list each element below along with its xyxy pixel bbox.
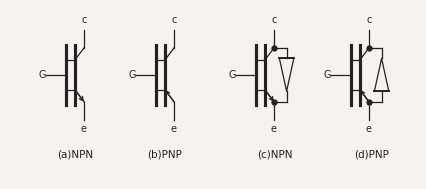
Text: c: c	[81, 15, 86, 26]
Text: G: G	[228, 70, 236, 80]
Text: c: c	[366, 15, 371, 26]
Text: G: G	[129, 70, 136, 80]
Text: e: e	[271, 124, 276, 134]
Text: e: e	[81, 124, 87, 134]
Text: (d)PNP: (d)PNP	[354, 150, 389, 160]
Text: (c)NPN: (c)NPN	[256, 150, 292, 160]
Text: e: e	[170, 124, 177, 134]
Text: e: e	[365, 124, 371, 134]
Text: G: G	[323, 70, 331, 80]
Text: (b)PNP: (b)PNP	[147, 150, 182, 160]
Text: G: G	[39, 70, 46, 80]
Text: (a)NPN: (a)NPN	[57, 150, 93, 160]
Text: c: c	[171, 15, 176, 26]
Text: c: c	[271, 15, 276, 26]
